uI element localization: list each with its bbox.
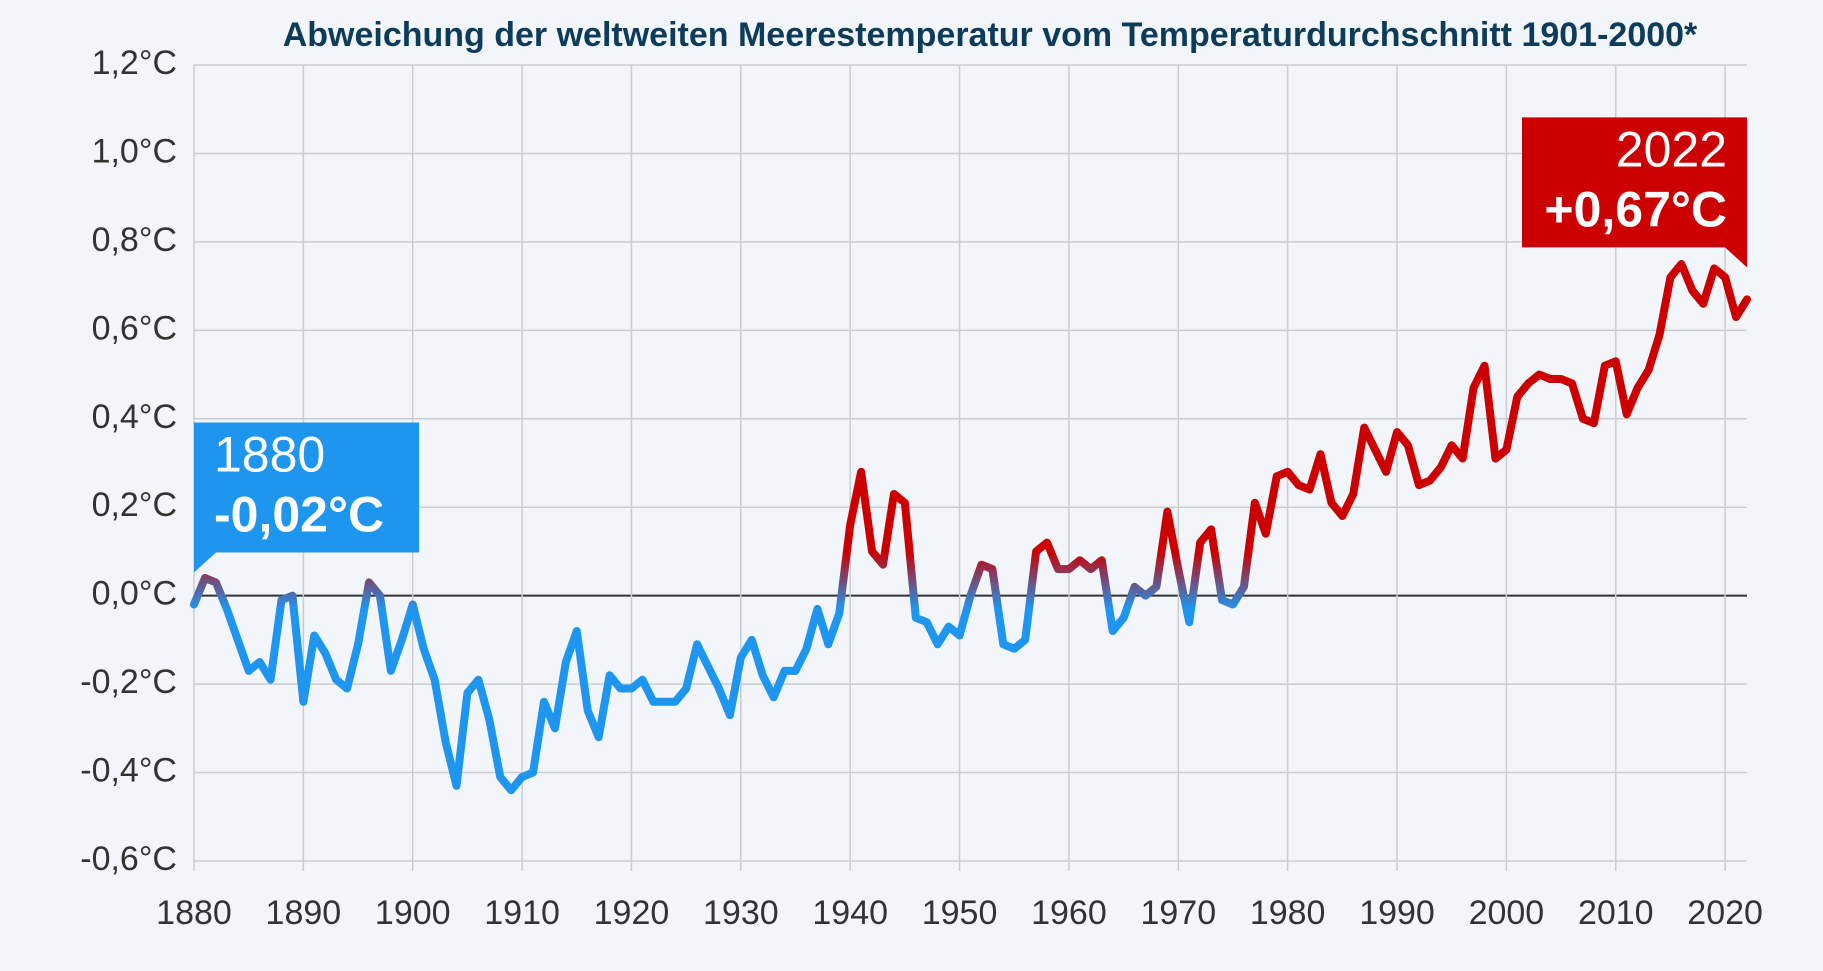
x-tick-label: 1930 [703, 894, 779, 932]
x-tick-label: 1990 [1359, 894, 1435, 932]
x-tick-label: 2000 [1469, 894, 1545, 932]
x-tick-label: 1910 [484, 894, 560, 932]
y-tick-label: 1,0°C [92, 132, 177, 170]
x-tick-label: 2020 [1687, 894, 1763, 932]
data-line [190, 260, 1751, 795]
y-tick-label: 1,2°C [92, 44, 177, 82]
annotation-value: +0,67°C [1544, 182, 1727, 238]
chart-title: Abweichung der weltweiten Meerestemperat… [283, 16, 1698, 54]
x-tick-label: 1900 [375, 894, 451, 932]
annotation-box [1522, 117, 1747, 268]
x-tick-label: 2010 [1578, 894, 1654, 932]
x-tick-label: 1950 [922, 894, 998, 932]
annotation-year: 1880 [214, 427, 325, 483]
x-tick-label: 1970 [1140, 894, 1216, 932]
x-tick-label: 1880 [156, 894, 232, 932]
y-tick-label: 0,2°C [92, 486, 177, 524]
y-tick-label: -0,6°C [80, 840, 177, 878]
annotation-value: -0,02°C [214, 487, 384, 543]
y-tick-label: 0,6°C [92, 309, 177, 347]
x-tick-label: 1890 [266, 894, 342, 932]
y-tick-label: -0,4°C [80, 752, 177, 790]
x-tick-label: 1960 [1031, 894, 1107, 932]
annotation-box [194, 422, 419, 573]
x-tick-label: 1940 [812, 894, 888, 932]
y-tick-label: 0,8°C [92, 221, 177, 259]
y-tick-label: 0,0°C [92, 575, 177, 613]
x-tick-label: 1980 [1250, 894, 1326, 932]
x-tick-label: 1920 [594, 894, 670, 932]
y-tick-label: 0,4°C [92, 398, 177, 436]
y-tick-label: -0,2°C [80, 663, 177, 701]
annotation-year: 2022 [1616, 122, 1727, 178]
